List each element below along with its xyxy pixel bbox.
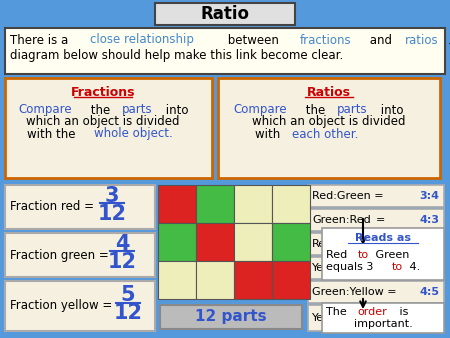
Text: and: and <box>366 33 396 47</box>
Text: order: order <box>357 307 387 317</box>
Bar <box>234 223 272 261</box>
Bar <box>272 223 310 261</box>
FancyBboxPatch shape <box>322 228 444 280</box>
Text: The: The <box>326 307 350 317</box>
Text: equals 3: equals 3 <box>326 262 377 272</box>
Bar <box>234 261 272 299</box>
FancyBboxPatch shape <box>308 185 444 207</box>
FancyBboxPatch shape <box>5 281 155 331</box>
Text: Green:Yellow =: Green:Yellow = <box>312 287 396 297</box>
Text: Compare: Compare <box>18 103 72 117</box>
Text: fractions: fractions <box>300 33 351 47</box>
Bar <box>158 223 196 261</box>
Text: the: the <box>87 103 114 117</box>
Text: each other.: each other. <box>292 127 359 141</box>
Text: Green:Red: Green:Red <box>312 215 371 225</box>
Text: Fractions: Fractions <box>71 86 135 98</box>
Text: Yell: Yell <box>312 313 330 323</box>
Bar <box>158 185 196 223</box>
Text: is: is <box>396 307 408 317</box>
Text: Reads as: Reads as <box>355 233 411 243</box>
Text: Ratios: Ratios <box>307 86 351 98</box>
FancyBboxPatch shape <box>155 3 295 25</box>
Text: =: = <box>376 215 385 225</box>
Text: There is a: There is a <box>10 33 72 47</box>
FancyBboxPatch shape <box>308 209 444 231</box>
Text: to: to <box>392 262 403 272</box>
Text: 12: 12 <box>98 204 126 224</box>
Text: close relationship: close relationship <box>90 33 194 47</box>
Bar <box>234 185 272 223</box>
FancyBboxPatch shape <box>308 281 444 303</box>
Text: which an object is divided: which an object is divided <box>252 116 406 128</box>
Text: with the: with the <box>27 127 79 141</box>
FancyBboxPatch shape <box>160 305 302 329</box>
Text: 12 parts: 12 parts <box>195 310 267 324</box>
FancyBboxPatch shape <box>322 303 444 333</box>
Bar <box>196 185 234 223</box>
Text: . The: . The <box>448 33 450 47</box>
Text: 12: 12 <box>113 303 143 323</box>
FancyBboxPatch shape <box>218 78 440 178</box>
Text: to: to <box>358 250 369 260</box>
Bar <box>272 261 310 299</box>
Text: into: into <box>377 103 403 117</box>
Text: 4: 4 <box>115 234 129 254</box>
FancyBboxPatch shape <box>5 28 445 74</box>
FancyBboxPatch shape <box>5 233 155 277</box>
Text: ratios: ratios <box>405 33 438 47</box>
Text: Fraction yellow =: Fraction yellow = <box>10 299 112 313</box>
Text: Fraction green =: Fraction green = <box>10 248 109 262</box>
Text: the: the <box>302 103 329 117</box>
Text: 4:5: 4:5 <box>419 287 439 297</box>
FancyBboxPatch shape <box>308 233 444 255</box>
Text: Green: Green <box>372 250 410 260</box>
Text: Compare: Compare <box>233 103 287 117</box>
Text: Fraction red =: Fraction red = <box>10 200 94 214</box>
Text: which an object is divided: which an object is divided <box>26 116 180 128</box>
Bar <box>272 185 310 223</box>
Text: 3:4: 3:4 <box>419 191 439 201</box>
Bar <box>196 223 234 261</box>
FancyBboxPatch shape <box>5 185 155 229</box>
Bar <box>196 261 234 299</box>
Text: into: into <box>162 103 188 117</box>
Text: 3: 3 <box>105 186 119 206</box>
Text: Ratio: Ratio <box>201 5 249 23</box>
Text: parts: parts <box>337 103 368 117</box>
Text: parts: parts <box>122 103 153 117</box>
Text: whole object.: whole object. <box>94 127 173 141</box>
Text: 5: 5 <box>121 285 135 305</box>
Text: Red: Red <box>312 239 333 249</box>
Text: between: between <box>224 33 283 47</box>
Text: diagram below should help make this link become clear.: diagram below should help make this link… <box>10 49 343 63</box>
Text: 4:3: 4:3 <box>419 215 439 225</box>
Text: Red: Red <box>326 250 351 260</box>
Text: with: with <box>255 127 284 141</box>
FancyBboxPatch shape <box>308 257 444 279</box>
Text: Red:Green =: Red:Green = <box>312 191 383 201</box>
FancyBboxPatch shape <box>5 78 212 178</box>
Text: Yell: Yell <box>312 263 330 273</box>
Text: 12: 12 <box>108 252 136 272</box>
FancyBboxPatch shape <box>308 305 444 331</box>
Bar <box>158 261 196 299</box>
Text: important.: important. <box>354 319 412 329</box>
Text: 4.: 4. <box>406 262 420 272</box>
